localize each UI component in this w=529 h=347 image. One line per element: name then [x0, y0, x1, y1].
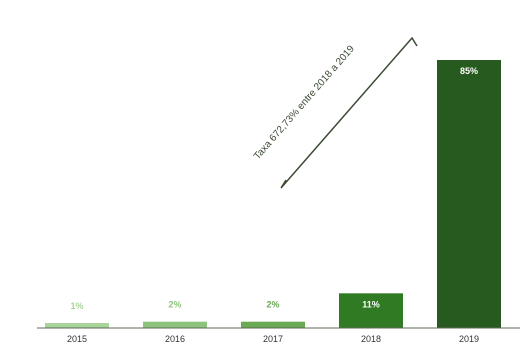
data-label-2019: 85% — [460, 66, 478, 76]
bar-2019 — [437, 60, 501, 328]
annotation-text: Taxa 672,73% entre 2018 a 2019 — [252, 43, 357, 162]
data-label-2017: 2% — [266, 300, 279, 310]
bar-2015 — [45, 323, 109, 328]
x-tick-label-2019: 2019 — [459, 334, 479, 344]
bar-2016 — [143, 321, 207, 328]
data-label-2018: 11% — [362, 299, 380, 309]
annotation-group: Taxa 672,73% entre 2018 a 2019 — [252, 36, 418, 189]
annotation-bracket — [280, 36, 418, 189]
data-label-2016: 2% — [168, 300, 181, 310]
bar-labels-group: 1% 2% 2% 11% 85% — [70, 66, 478, 311]
x-tick-label-2016: 2016 — [165, 334, 185, 344]
bar-2017 — [241, 321, 305, 328]
x-tick-label-2018: 2018 — [361, 334, 381, 344]
data-label-2015: 1% — [70, 301, 83, 311]
x-tick-label-2015: 2015 — [67, 334, 87, 344]
x-tick-label-2017: 2017 — [263, 334, 283, 344]
x-tick-labels-group: 2015 2016 2017 2018 2019 — [67, 334, 479, 344]
bar-2018 — [339, 293, 403, 328]
bars-group — [45, 60, 501, 328]
